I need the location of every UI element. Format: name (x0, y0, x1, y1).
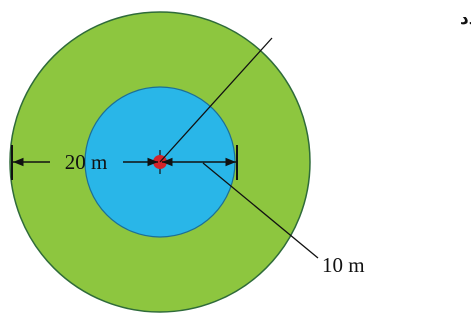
leader-line (159, 37, 273, 163)
outer-dimension-label: 20 m (65, 150, 108, 174)
center-label: مركز الهدف المحدد (460, 9, 471, 29)
inner-dimension-label: 10 m (322, 253, 365, 277)
leader-line (202, 162, 319, 259)
